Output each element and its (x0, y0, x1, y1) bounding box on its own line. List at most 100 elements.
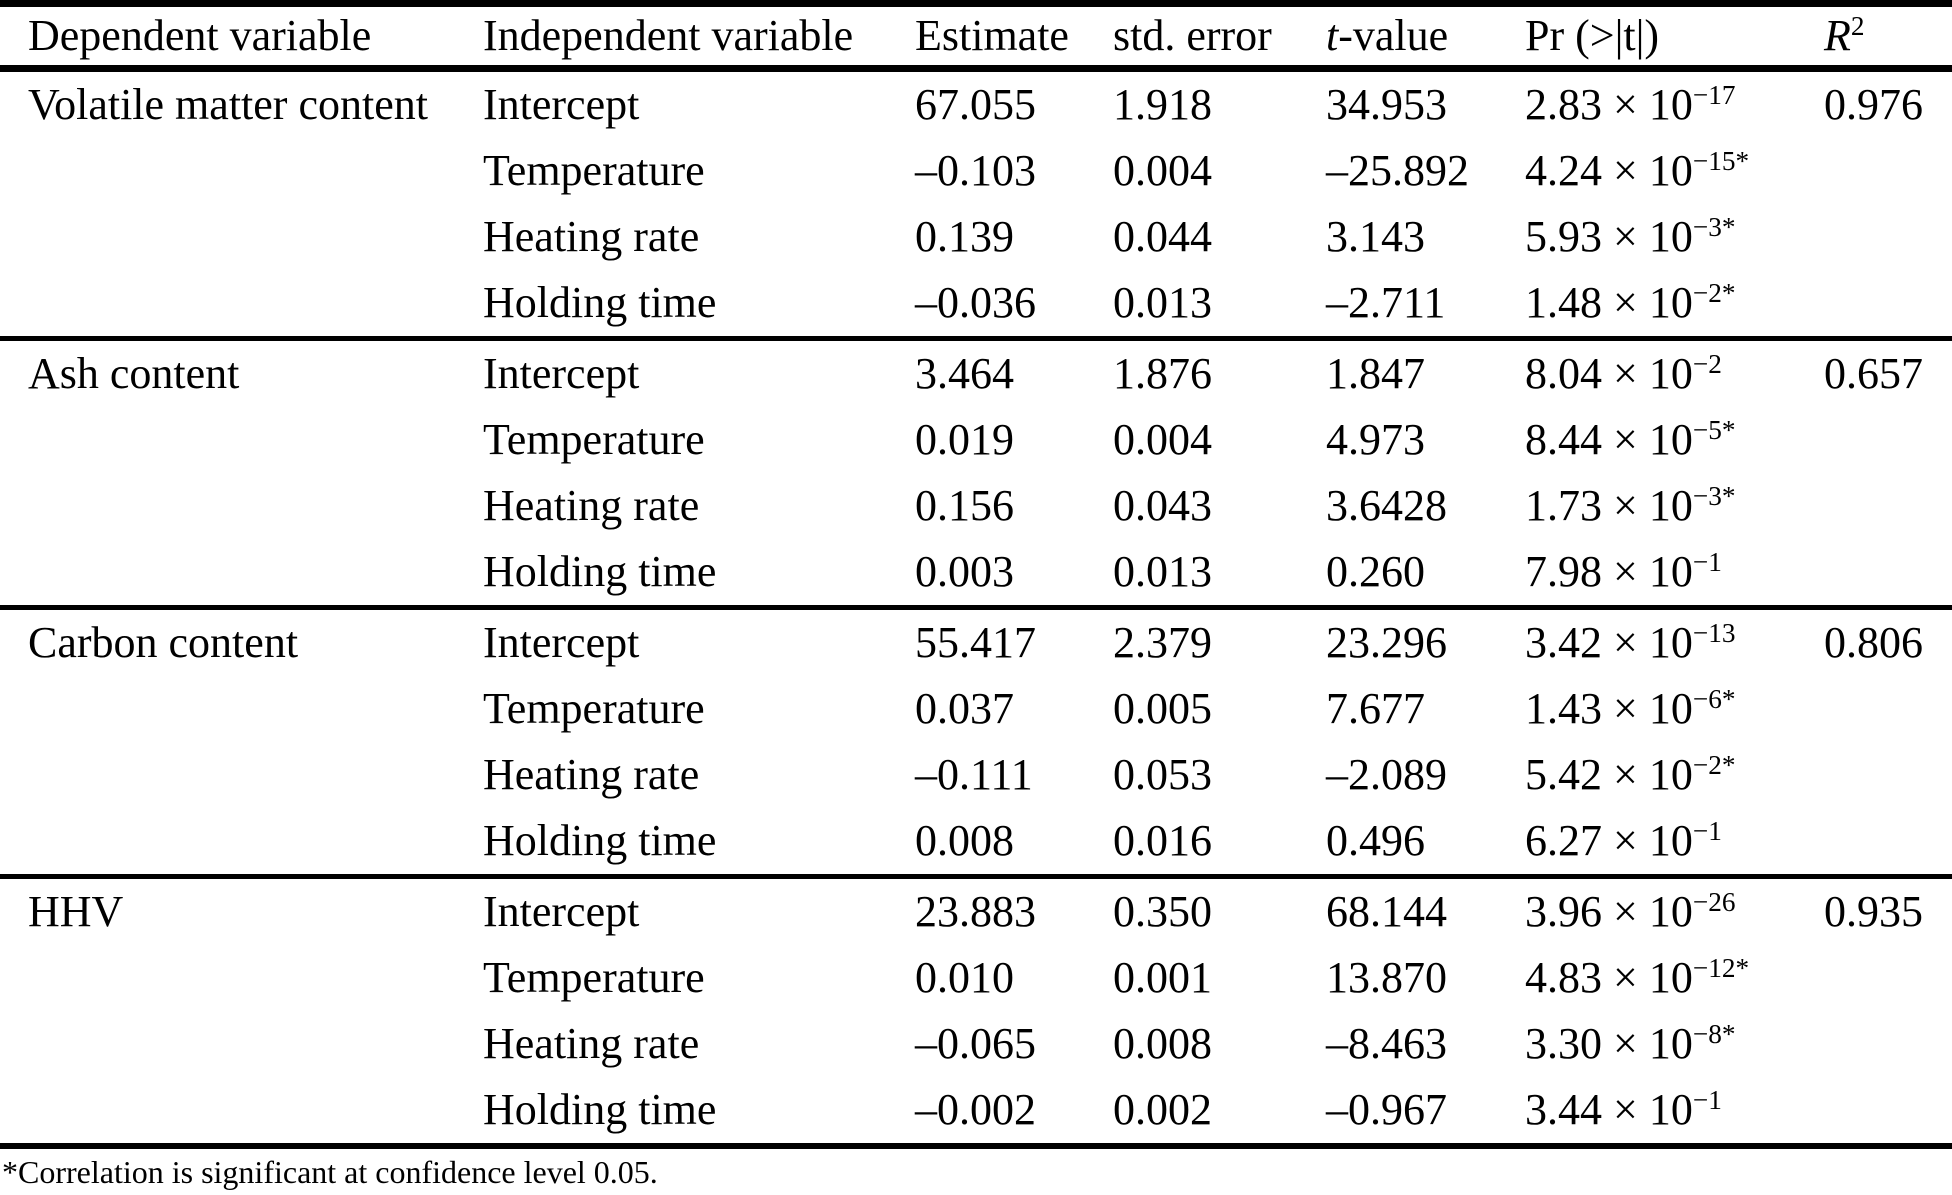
pr-mantissa: 1.43 × 10 (1525, 684, 1693, 733)
table-row: Temperature 0.010 0.001 13.870 4.83 × 10… (0, 945, 1952, 1011)
table-top-rule (0, 0, 1952, 7)
pr-mantissa: 3.44 × 10 (1525, 1085, 1693, 1134)
independent-variable-cell: Holding time (483, 816, 717, 865)
std-error-cell: 0.013 (1113, 278, 1212, 327)
t-value-cell: 0.496 (1326, 816, 1425, 865)
header-t-value: t-value (1326, 14, 1525, 58)
t-value-cell: 7.677 (1326, 684, 1425, 733)
t-value-cell: –8.463 (1326, 1019, 1447, 1068)
table-row: Heating rate –0.111 0.053 –2.089 5.42 × … (0, 742, 1952, 808)
estimate-cell: –0.111 (915, 750, 1033, 799)
independent-variable-cell: Intercept (483, 618, 640, 667)
pr-exponent: −2* (1693, 278, 1736, 308)
estimate-cell: 23.883 (915, 887, 1036, 936)
estimate-cell: 0.156 (915, 481, 1014, 530)
pr-cell: 1.48 × 10−2* (1525, 278, 1824, 325)
pr-exponent: −1 (1693, 547, 1722, 577)
significance-star: * (1721, 212, 1736, 242)
independent-variable-cell: Holding time (483, 547, 717, 596)
significance-star: * (1735, 953, 1750, 983)
t-value-rest: -value (1338, 11, 1449, 60)
pr-cell: 4.83 × 10−12* (1525, 953, 1824, 1000)
t-value-cell: 4.973 (1326, 415, 1425, 464)
table-row: Holding time –0.036 0.013 –2.711 1.48 × … (0, 270, 1952, 336)
table-row: Holding time –0.002 0.002 –0.967 3.44 × … (0, 1077, 1952, 1143)
significance-star: * (1721, 684, 1736, 714)
pr-mantissa: 7.98 × 10 (1525, 547, 1693, 596)
pr-mantissa: 8.04 × 10 (1525, 349, 1693, 398)
pr-exp-value: −5 (1692, 415, 1722, 445)
table-row: Temperature 0.019 0.004 4.973 8.44 × 10−… (0, 407, 1952, 473)
header-pr: Pr (>|t|) (1525, 11, 1660, 60)
pr-mantissa: 8.44 × 10 (1525, 415, 1693, 464)
std-error-cell: 0.350 (1113, 887, 1212, 936)
pr-exp-value: −1 (1692, 816, 1722, 846)
estimate-cell: 67.055 (915, 80, 1036, 129)
block-separator-rule (0, 605, 1952, 610)
std-error-cell: 0.013 (1113, 547, 1212, 596)
pr-cell: 4.24 × 10−15* (1525, 146, 1824, 195)
estimate-cell: –0.002 (915, 1085, 1036, 1134)
std-error-cell: 1.918 (1113, 80, 1212, 129)
pr-mantissa: 3.96 × 10 (1525, 887, 1693, 936)
pr-mantissa: 5.42 × 10 (1525, 750, 1693, 799)
significance-star: * (1721, 278, 1736, 308)
significance-star: * (1721, 750, 1736, 780)
significance-star: * (1721, 415, 1736, 445)
dependent-variable-cell: HHV (28, 887, 124, 936)
pr-cell: 3.30 × 10−8* (1525, 1019, 1824, 1068)
pr-exp-value: −8 (1692, 1019, 1722, 1049)
table-row: Heating rate 0.139 0.044 3.143 5.93 × 10… (0, 204, 1952, 270)
std-error-cell: 0.004 (1113, 146, 1212, 195)
estimate-cell: 0.003 (915, 547, 1014, 596)
std-error-cell: 0.043 (1113, 481, 1212, 530)
r-squared-exponent: 2 (1850, 11, 1865, 41)
t-value-cell: 0.260 (1326, 547, 1425, 596)
independent-variable-cell: Intercept (483, 887, 640, 936)
table-row: Heating rate –0.065 0.008 –8.463 3.30 × … (0, 1011, 1952, 1077)
independent-variable-cell: Temperature (483, 953, 705, 1002)
pr-mantissa: 4.24 × 10 (1525, 146, 1693, 195)
t-value-cell: 3.6428 (1326, 481, 1447, 530)
pr-exp-value: −2 (1692, 278, 1722, 308)
table-header-row: Dependent variable Independent variable … (0, 7, 1952, 65)
estimate-cell: 55.417 (915, 618, 1036, 667)
table-row: Heating rate 0.156 0.043 3.6428 1.73 × 1… (0, 473, 1952, 539)
independent-variable-cell: Intercept (483, 349, 640, 398)
pr-cell: 1.73 × 10−3* (1525, 481, 1824, 530)
pr-exp-value: −13 (1692, 618, 1736, 648)
t-value-cell: –2.089 (1326, 750, 1447, 799)
std-error-cell: 0.053 (1113, 750, 1212, 799)
significance-star: * (1721, 1019, 1736, 1049)
table-row: Holding time 0.008 0.016 0.496 6.27 × 10… (0, 808, 1952, 874)
header-estimate: Estimate (915, 11, 1069, 60)
pr-cell: 3.44 × 10−1 (1525, 1085, 1824, 1134)
pr-exp-value: −3 (1692, 212, 1722, 242)
independent-variable-cell: Heating rate (483, 750, 700, 799)
r2-cell: 0.976 (1824, 80, 1923, 129)
std-error-cell: 0.004 (1113, 415, 1212, 464)
std-error-cell: 0.016 (1113, 816, 1212, 865)
pr-exponent: −5* (1693, 415, 1736, 445)
pr-exp-value: −3 (1692, 481, 1722, 511)
pr-exponent: −15* (1693, 146, 1749, 176)
table-row: Temperature 0.037 0.005 7.677 1.43 × 10−… (0, 676, 1952, 742)
pr-mantissa: 3.30 × 10 (1525, 1019, 1693, 1068)
pr-exp-value: −26 (1692, 887, 1736, 917)
pr-cell: 1.43 × 10−6* (1525, 684, 1824, 733)
t-value-cell: –0.967 (1326, 1085, 1447, 1134)
table-row: Holding time 0.003 0.013 0.260 7.98 × 10… (0, 539, 1952, 605)
t-value-cell: 68.144 (1326, 887, 1447, 936)
r2-cell: 0.935 (1824, 887, 1923, 936)
pr-mantissa: 1.73 × 10 (1525, 481, 1693, 530)
pr-exponent: −26 (1693, 887, 1736, 917)
header-bottom-rule (0, 65, 1952, 72)
pr-exponent: −2* (1693, 750, 1736, 780)
pr-exponent: −6* (1693, 684, 1736, 714)
std-error-cell: 0.001 (1113, 953, 1212, 1002)
t-value-cell: 23.296 (1326, 618, 1447, 667)
header-std-error: std. error (1113, 11, 1272, 60)
table-row: Temperature –0.103 0.004 –25.892 4.24 × … (0, 138, 1952, 204)
r2-cell: 0.806 (1824, 618, 1923, 667)
pr-exponent: −2 (1693, 349, 1722, 379)
